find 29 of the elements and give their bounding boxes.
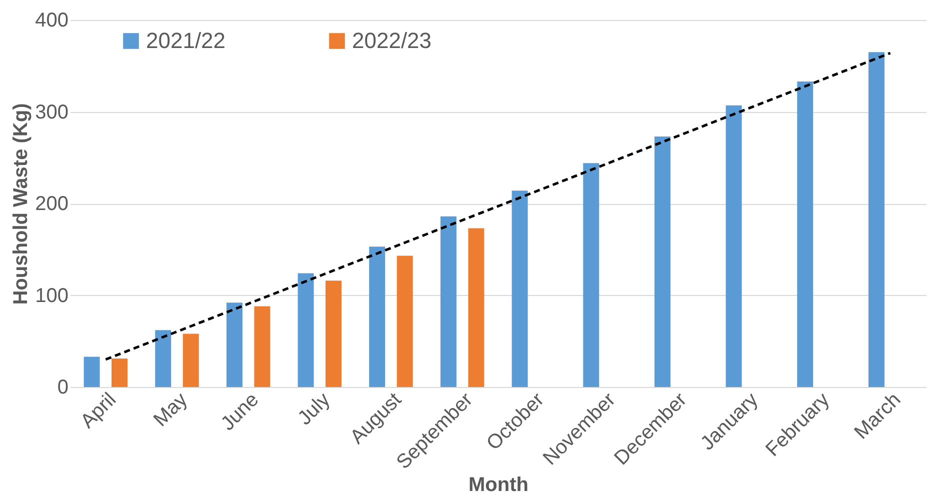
bar — [868, 52, 884, 387]
bar — [512, 190, 528, 387]
bar — [254, 306, 270, 387]
x-axis-title: Month — [468, 474, 528, 496]
y-tick-label: 0 — [57, 376, 68, 398]
bar — [468, 228, 484, 387]
bar — [182, 334, 199, 387]
bar — [726, 105, 742, 387]
legend-label: 2022/23 — [352, 28, 432, 53]
bar — [155, 330, 172, 387]
y-axis-title: Houshold Waste (Kg) — [10, 103, 32, 305]
bar — [112, 358, 128, 387]
x-tick-label: May — [150, 388, 192, 432]
y-tick-label: 400 — [35, 10, 68, 32]
y-tick-label: 200 — [35, 193, 68, 215]
bar — [440, 216, 456, 387]
bar — [298, 273, 314, 387]
bar — [396, 256, 413, 387]
bar — [326, 280, 342, 387]
bar — [84, 356, 100, 387]
bar — [369, 246, 386, 387]
bar — [226, 302, 242, 387]
y-tick-label: 300 — [35, 101, 68, 124]
bar — [583, 163, 600, 387]
legend-label: 2021/22 — [146, 28, 226, 53]
bar — [654, 136, 670, 387]
y-tick-label: 100 — [35, 284, 68, 307]
x-tick-label: July — [294, 388, 335, 430]
bar — [797, 81, 814, 387]
